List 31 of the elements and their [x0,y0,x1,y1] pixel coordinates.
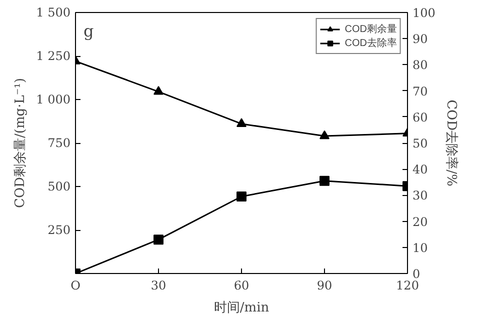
y2-tick-label: 90 [412,32,428,46]
y-axis-title: COD剩余量/(mg·L⁻¹) [13,78,28,208]
x-tick-label: 90 [316,278,332,292]
y2-tick-label: 60 [412,110,428,124]
y-tick-label: 750 [48,136,70,150]
x-tick-label: 60 [234,278,250,292]
y2-tick-label: 0 [412,267,420,281]
y2-tick-label: 10 [412,240,428,255]
point [236,118,246,127]
legend-label: COD去除率 [344,36,397,50]
legend-label: COD剩余量 [344,23,397,36]
annotation: g [84,22,94,40]
y2-tick-label: 30 [412,188,428,203]
y2-tick-label: 40 [412,162,428,177]
y-tick-label: 1 250 [36,49,71,63]
y2-tick-label: 70 [412,84,428,98]
y2-tick-label: 100 [412,6,436,20]
y2-tick-label: 80 [412,58,428,72]
y-tick-label: 1 000 [36,92,71,106]
point [320,130,330,140]
y-tick-label: 500 [48,180,70,194]
x-tick-label: 30 [150,278,166,292]
point [154,86,164,95]
x-tick-label: 120 [396,278,419,292]
x-tick-label: O [70,278,81,292]
y2-axis-title: COD去除率/% [443,100,460,186]
y-tick-label: 250 [48,223,70,237]
y2-tick-label: 20 [412,214,428,229]
x-axis-title: 时间/min [214,300,270,316]
y-tick-label: 1 500 [36,6,71,20]
y2-tick-label: 50 [412,136,428,150]
